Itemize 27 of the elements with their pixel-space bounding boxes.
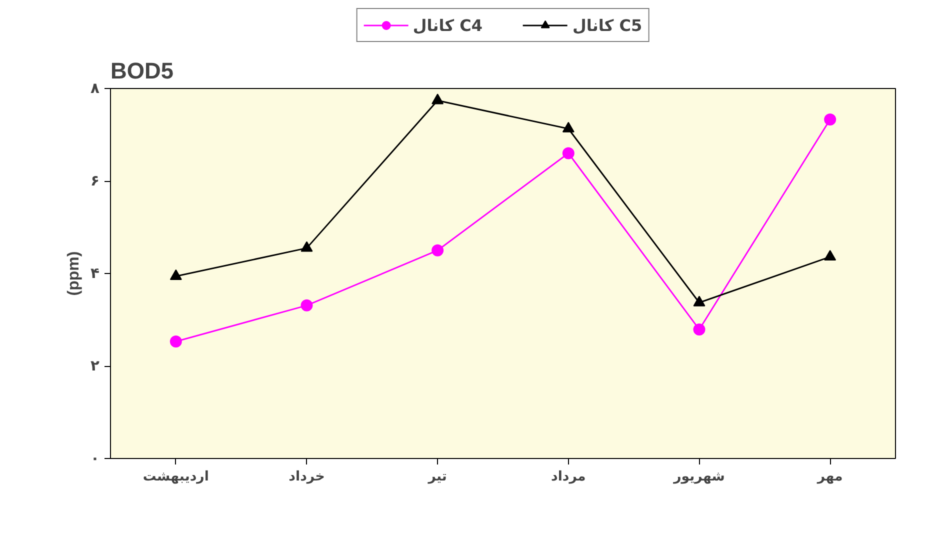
y-axis-title: (ppm) xyxy=(66,251,83,296)
point xyxy=(170,336,182,348)
y-tick-label: ۰ xyxy=(90,450,100,467)
point xyxy=(170,269,182,280)
chart-title: BOD5 xyxy=(110,58,174,84)
x-tick-label: اردیبهشت xyxy=(142,470,209,484)
y-tick-label: ۲ xyxy=(90,358,100,374)
x-tick-label: خرداد xyxy=(288,470,325,484)
point xyxy=(432,94,444,104)
y-tick-label: ۶ xyxy=(90,172,100,190)
y-tick-label: ۴ xyxy=(90,265,100,282)
point xyxy=(693,323,706,336)
point xyxy=(562,147,574,160)
point xyxy=(300,299,313,312)
y-tick-label: ۸ xyxy=(90,80,100,97)
point xyxy=(300,241,313,252)
point xyxy=(562,122,574,132)
point xyxy=(432,244,444,256)
x-tick-label: مهر xyxy=(816,470,843,484)
point xyxy=(824,250,836,261)
legend-label: کانال C4 xyxy=(412,16,482,34)
legend-label: کانال C5 xyxy=(572,16,642,34)
point xyxy=(693,296,706,306)
point xyxy=(824,114,836,126)
x-tick-label: شهریور xyxy=(672,470,725,484)
x-tick-label: مرداد xyxy=(551,470,586,484)
x-tick-label: تیر xyxy=(427,470,447,484)
